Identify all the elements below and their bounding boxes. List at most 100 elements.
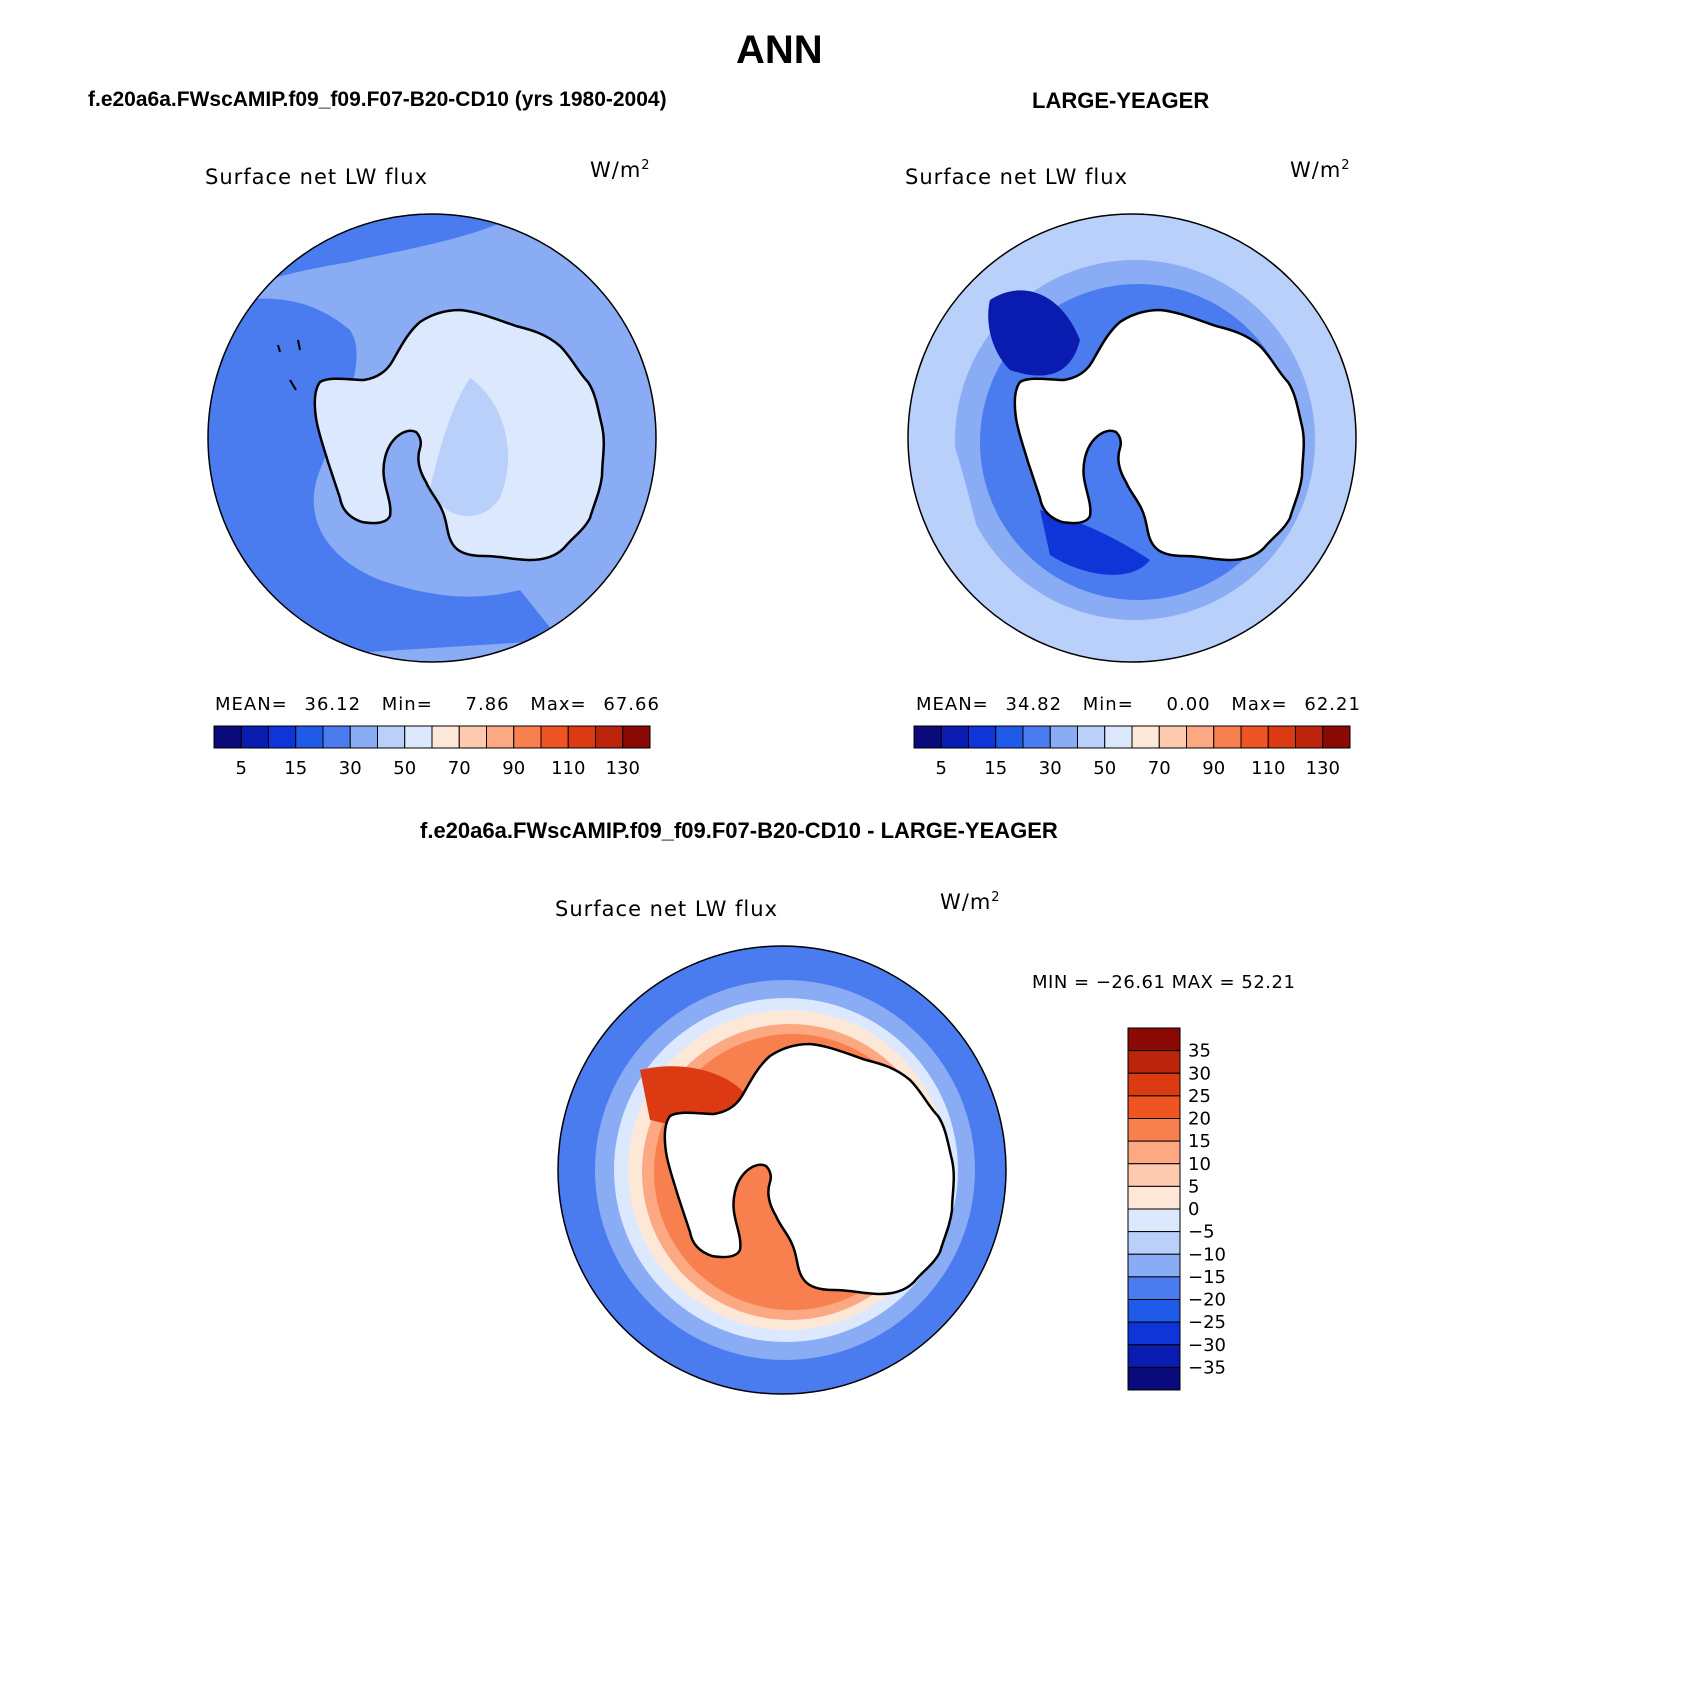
panel3-colorbar-tick-label: 15 <box>1188 1131 1211 1152</box>
panel1-stats: MEAN= 36.12 Min= 7.86 Max= 67.66 <box>215 694 660 715</box>
panel2-colorbar-tick-label: 30 <box>1039 758 1062 779</box>
panel3-units: W/m2 <box>940 890 1001 914</box>
panel2-colorbar-swatch <box>1022 725 1051 749</box>
panel2-colorbar-tick-label: 130 <box>1306 758 1340 779</box>
panel2-colorbar-swatch <box>1322 725 1351 749</box>
panel3-colorbar-tick-label: −20 <box>1188 1290 1226 1311</box>
panel3-colorbar-tick-label: 35 <box>1188 1041 1211 1062</box>
panel3-colorbar-swatch <box>1127 1276 1181 1300</box>
panel1-colorbar-swatch <box>513 725 542 749</box>
panel1-colorbar-swatch <box>458 725 487 749</box>
panel2-colorbar: 5 15 30 50 70 90 110 130 <box>913 725 1351 779</box>
panel3-field-label: Surface net LW flux <box>555 897 778 921</box>
panel1-max-value: 67.66 <box>603 694 660 715</box>
panel3-colorbar-swatch <box>1127 1321 1181 1346</box>
panel1-units-base: W/m <box>590 158 642 182</box>
panel1-colorbar-swatch <box>540 725 569 749</box>
panel3-colorbar-tick-label: 25 <box>1188 1086 1211 1107</box>
panel1-min-label: Min= <box>381 694 433 715</box>
panel3-colorbar-tick-label: −15 <box>1188 1267 1226 1288</box>
panel2-map-boundary <box>907 213 1357 663</box>
panel3-colorbar-swatch <box>1127 1185 1181 1210</box>
panel2-colorbar-swatch <box>1049 725 1078 749</box>
panel1-min-value: 7.86 <box>465 694 510 715</box>
panel2-min-value: 0.00 <box>1166 694 1211 715</box>
panel3-units-exp: 2 <box>991 890 1001 905</box>
panel3-colorbar-swatch <box>1127 1163 1181 1187</box>
panel2-colorbar-swatch <box>1295 725 1324 749</box>
panel1-colorbar-swatch <box>595 725 624 749</box>
panel3-colorbar-tick-label: 20 <box>1188 1109 1211 1130</box>
panel3-colorbar-tick-label: −25 <box>1188 1312 1226 1333</box>
panel2-units: W/m2 <box>1290 158 1351 182</box>
panel2-stats: MEAN= 34.82 Min= 0.00 Max= 62.21 <box>916 694 1361 715</box>
panel1-colorbar-swatch <box>349 725 378 749</box>
panel1-colorbar-tick-label: 90 <box>502 758 525 779</box>
panel1-field-label: Surface net LW flux <box>205 165 428 189</box>
panel2-max-label: Max= <box>1231 694 1288 715</box>
panel2-deep-blob-a <box>988 290 1080 376</box>
panel2-colorbar-swatch <box>1104 725 1133 749</box>
panel2-colorbar-swatch <box>995 725 1024 749</box>
panel2-map <box>907 213 1357 663</box>
panel1-colorbar-tick-label: 5 <box>236 758 247 779</box>
panel1-max-label: Max= <box>530 694 587 715</box>
panel2-max-value: 62.21 <box>1304 694 1361 715</box>
panel1-colorbar-swatch <box>213 725 242 749</box>
panel3-minmax: MIN = −26.61 MAX = 52.21 <box>1032 972 1296 993</box>
panel2-colorbar-tick-label: 70 <box>1148 758 1171 779</box>
panel2-colorbar-tick-label: 110 <box>1251 758 1285 779</box>
panel2-colorbar-swatch <box>940 725 969 749</box>
panel1-units-exp: 2 <box>641 158 651 173</box>
panel1-colorbar-swatch <box>567 725 596 749</box>
panel1-colorbar-tick-label: 15 <box>284 758 307 779</box>
panel2-colorbar-swatch <box>968 725 997 749</box>
panel1-colorbar-swatch <box>431 725 460 749</box>
panel3-colorbar-tick-label: 0 <box>1188 1199 1199 1220</box>
panel1-islands <box>277 339 301 391</box>
panel1-colorbar-swatch <box>322 725 351 749</box>
panel2-colorbar-swatch <box>1158 725 1187 749</box>
panel2-case-title: LARGE-YEAGER <box>1032 88 1210 113</box>
panel2-colorbar-swatch <box>1213 725 1242 749</box>
panel3-colorbar-tick-label: −35 <box>1188 1357 1226 1378</box>
panel2-colorbar-swatch <box>1131 725 1160 749</box>
panel1-colorbar-swatch <box>240 725 269 749</box>
panel3-colorbar-swatch <box>1127 1253 1181 1278</box>
panel3-colorbar-swatch <box>1127 1344 1181 1368</box>
panel3-colorbar-swatch <box>1127 1140 1181 1165</box>
panel1-colorbar-tick-label: 70 <box>448 758 471 779</box>
panel1-colorbar-swatch <box>622 725 651 749</box>
panel2-units-base: W/m <box>1290 158 1342 182</box>
panel1-colorbar-tick-label: 50 <box>393 758 416 779</box>
panel3-colorbar-tick-label: −5 <box>1188 1222 1215 1243</box>
panel2-colorbar-swatch <box>913 725 942 749</box>
panel3-colorbar-swatch <box>1127 1072 1181 1097</box>
panel3-colorbar-swatch <box>1127 1095 1181 1119</box>
panel3-map <box>557 945 1007 1395</box>
panel3-colorbar-tick-label: −10 <box>1188 1244 1226 1265</box>
panel2-units-exp: 2 <box>1341 158 1351 173</box>
panel2-colorbar-swatch <box>1186 725 1215 749</box>
panel3-colorbar-tick-label: 10 <box>1188 1154 1211 1175</box>
panel1-map-boundary <box>207 213 657 663</box>
panel3-colorbar-swatch <box>1127 1231 1181 1255</box>
panel1-colorbar-tick-label: 110 <box>551 758 585 779</box>
panel2-colorbar-swatch <box>1077 725 1106 749</box>
panel2-field-label: Surface net LW flux <box>905 165 1128 189</box>
panel2-colorbar-tick-label: 50 <box>1093 758 1116 779</box>
panel1-colorbar-swatch <box>377 725 406 749</box>
panel3-colorbar-tick-label: 30 <box>1188 1063 1211 1084</box>
panel1-map <box>207 213 657 663</box>
panel1-mean-value: 36.12 <box>304 694 362 715</box>
panel3-colorbar-swatch <box>1127 1118 1181 1142</box>
panel1-colorbar-swatch <box>268 725 297 749</box>
panel2-deep-blob-b <box>1040 510 1150 575</box>
panel1-units: W/m2 <box>590 158 651 182</box>
panel1-colorbar-tick-label: 130 <box>606 758 640 779</box>
panel1-colorbar-swatch <box>295 725 324 749</box>
panel2-min-label: Min= <box>1082 694 1134 715</box>
panel2-colorbar-swatch <box>1267 725 1296 749</box>
